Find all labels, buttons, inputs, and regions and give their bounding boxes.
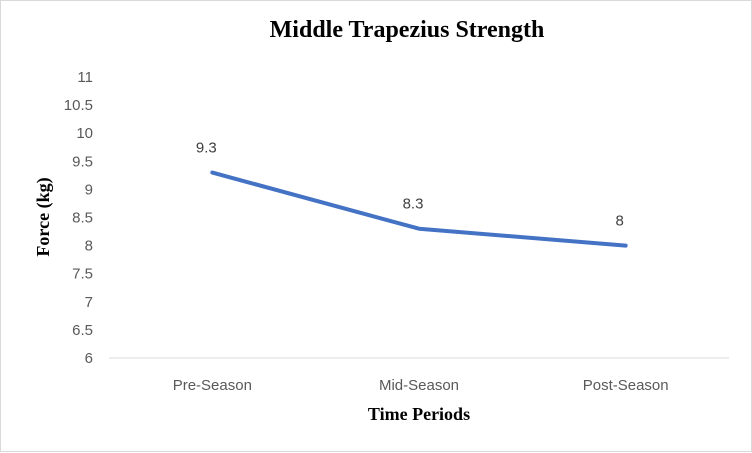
y-tick-label: 7 — [85, 294, 93, 311]
y-tick-label: 10.5 — [64, 97, 93, 114]
x-tick-label: Mid-Season — [379, 377, 459, 394]
x-tick-label: Post-Season — [583, 377, 669, 394]
series-line — [210, 170, 628, 248]
x-tick-label: Pre-Season — [173, 377, 252, 394]
data-labels: 9.3 8.3 8 — [196, 140, 624, 230]
y-tick-label: 10 — [76, 125, 93, 142]
y-axis-ticks: 6 6.5 7 7.5 8 8.5 9 9.5 10 10.5 11 — [64, 69, 93, 367]
y-tick-label: 6 — [85, 350, 93, 367]
y-tick-label: 7.5 — [72, 266, 93, 283]
data-label: 9.3 — [196, 140, 217, 157]
data-label: 8 — [615, 213, 623, 230]
x-axis-ticks: Pre-Season Mid-Season Post-Season — [173, 377, 669, 394]
y-tick-label: 11 — [77, 69, 93, 86]
y-tick-label: 9.5 — [72, 153, 93, 170]
y-tick-label: 8.5 — [72, 210, 93, 227]
y-tick-label: 8 — [85, 238, 93, 255]
y-tick-label: 9 — [85, 181, 93, 198]
chart-title: Middle Trapezius Strength — [270, 17, 545, 43]
y-tick-label: 6.5 — [72, 322, 93, 339]
data-label: 8.3 — [403, 196, 424, 213]
series-layer — [210, 170, 628, 248]
y-axis-title: Force (kg) — [33, 177, 54, 256]
x-axis-title: Time Periods — [368, 404, 470, 424]
